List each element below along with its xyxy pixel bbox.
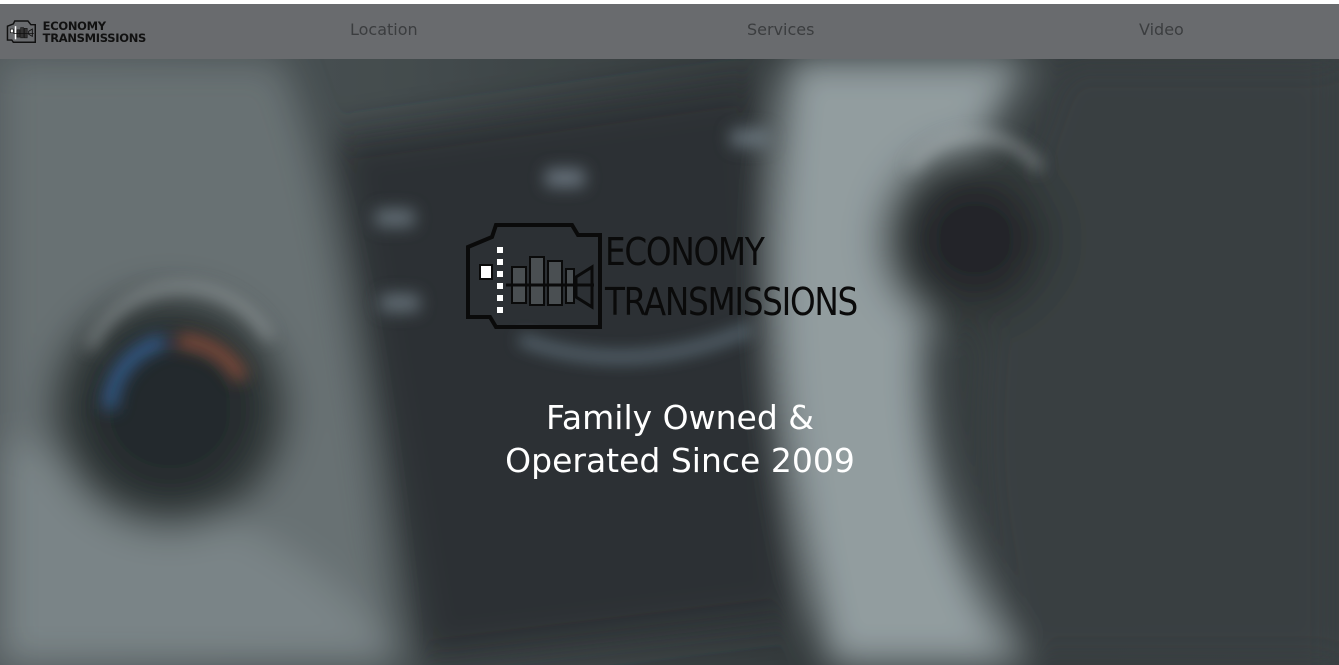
transmission-logo-icon: [6, 20, 36, 43]
nav-link-services[interactable]: Services: [747, 20, 815, 39]
top-border: [0, 0, 1339, 4]
hero-section: ECONOMY TRANSMISSIONS Family Owned & Ope…: [0, 59, 1339, 665]
nav-logo-line2: TRANSMISSIONS: [42, 31, 147, 45]
hero-logo-line2: TRANSMISSIONS: [605, 280, 858, 324]
transmission-logo-icon: [466, 223, 602, 329]
navbar: ECONOMY TRANSMISSIONS Location Services …: [0, 4, 1339, 59]
hero-logo-line1: ECONOMY: [605, 230, 765, 274]
nav-logo[interactable]: ECONOMY TRANSMISSIONS: [6, 16, 146, 48]
nav-link-location[interactable]: Location: [350, 20, 418, 39]
nav-link-video[interactable]: Video: [1139, 20, 1184, 39]
hero-tagline: Family Owned & Operated Since 2009: [505, 398, 855, 480]
hero-logo: ECONOMY TRANSMISSIONS: [462, 219, 922, 331]
hero-background-image: [0, 59, 1339, 665]
hero-logo-text: ECONOMY TRANSMISSIONS: [605, 227, 858, 327]
nav-logo-text: ECONOMY TRANSMISSIONS: [42, 19, 147, 45]
nav-logo-line1: ECONOMY: [42, 19, 106, 33]
